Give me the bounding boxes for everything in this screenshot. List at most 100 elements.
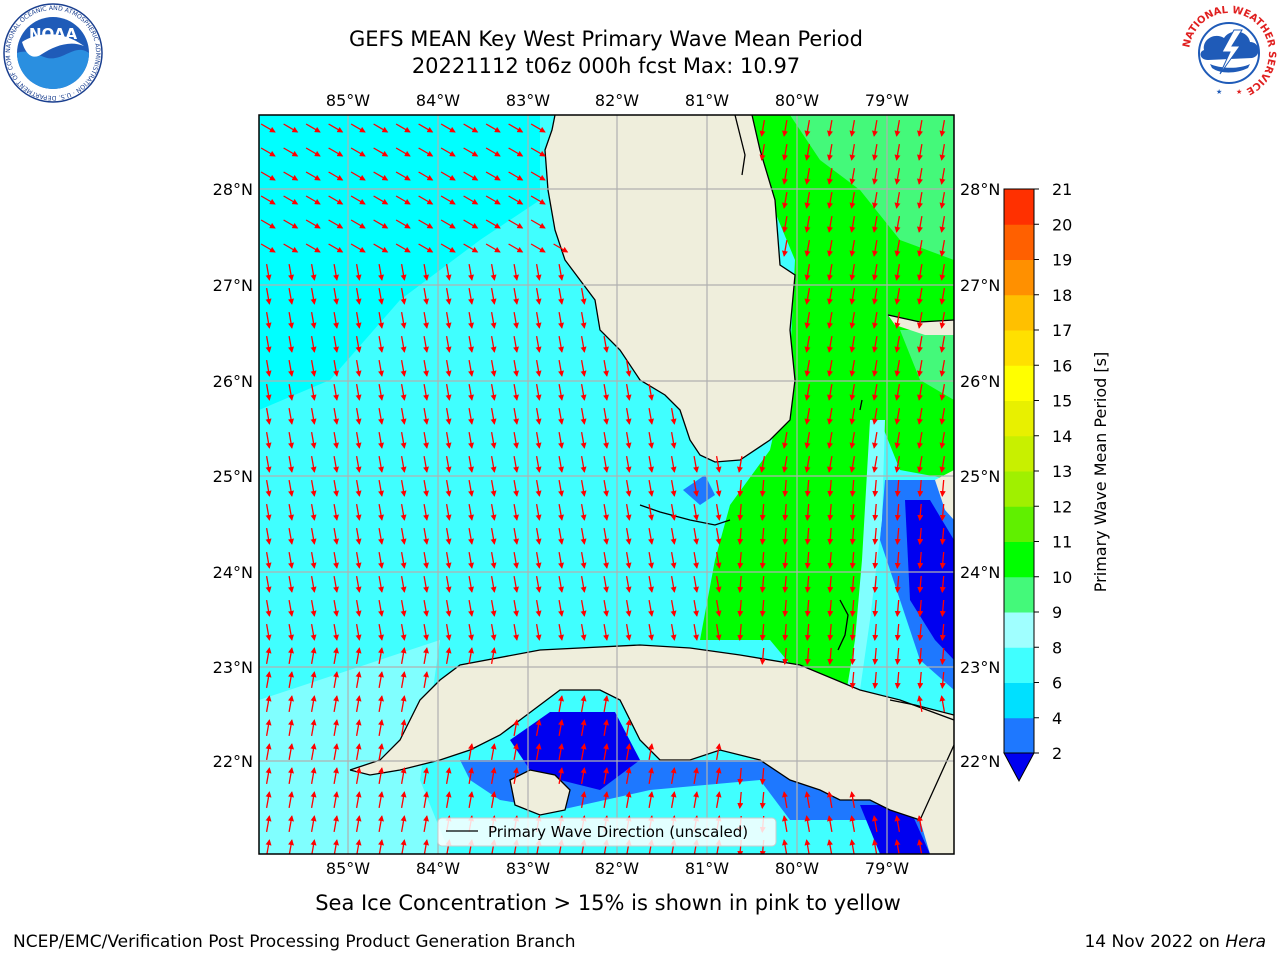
colorbar-segment xyxy=(1004,365,1034,401)
wave-arrow xyxy=(490,335,497,353)
wave-arrow xyxy=(715,455,722,473)
wave-arrow xyxy=(378,815,384,833)
wave-arrow xyxy=(872,647,879,665)
wave-arrow xyxy=(827,191,833,209)
wave-arrow xyxy=(265,599,272,617)
wave-arrow xyxy=(625,455,632,473)
wave-arrow xyxy=(310,455,317,473)
wave-arrow xyxy=(782,239,788,257)
wave-arrow xyxy=(463,123,479,133)
colorbar-segment xyxy=(1004,224,1034,260)
wave-arrow xyxy=(827,479,834,497)
wave-arrow xyxy=(378,479,384,497)
wave-arrow xyxy=(288,695,294,713)
wave-arrow xyxy=(373,243,389,253)
wave-arrow xyxy=(513,311,519,329)
wave-arrow xyxy=(445,263,452,281)
wave-arrow xyxy=(849,119,856,137)
wave-arrow xyxy=(894,527,901,545)
wave-arrow xyxy=(693,623,699,641)
wave-arrow xyxy=(485,219,501,229)
wave-arrow xyxy=(558,359,564,377)
wave-arrow xyxy=(827,455,833,473)
wave-arrow xyxy=(917,599,924,617)
wave-arrow xyxy=(530,171,546,181)
wave-arrow xyxy=(400,767,407,785)
wave-arrow xyxy=(395,195,411,205)
wave-arrow xyxy=(328,219,344,229)
wave-arrow xyxy=(872,215,878,233)
wave-arrow xyxy=(468,575,474,593)
wave-arrow xyxy=(759,767,766,785)
wave-arrow xyxy=(310,287,317,305)
wave-arrow xyxy=(260,147,276,157)
colorbar-tick-label: 6 xyxy=(1052,674,1062,693)
wave-arrow xyxy=(804,311,811,329)
nws-star-icon: ★ xyxy=(1236,88,1242,96)
wave-arrow xyxy=(400,287,407,305)
wave-arrow xyxy=(693,527,699,545)
wave-arrow xyxy=(400,551,407,569)
wave-arrow xyxy=(490,287,497,305)
wave-arrow xyxy=(513,263,519,281)
wave-arrow xyxy=(468,479,474,497)
wave-arrow xyxy=(423,815,429,833)
wave-arrow xyxy=(625,551,632,569)
wave-arrow xyxy=(939,143,946,161)
wave-arrow xyxy=(350,147,366,157)
wave-arrow xyxy=(418,195,434,205)
wave-arrow xyxy=(265,479,272,497)
bahamas-land xyxy=(890,700,954,740)
wave-arrow xyxy=(355,647,362,665)
wave-arrow xyxy=(260,171,276,181)
wave-arrow xyxy=(894,167,901,185)
wave-arrow xyxy=(490,431,497,449)
wave-arrow xyxy=(558,719,564,737)
wave-arrow xyxy=(423,359,429,377)
wave-arrow xyxy=(400,431,407,449)
wave-arrow xyxy=(849,815,856,833)
wave-arrow xyxy=(355,311,362,329)
wave-arrow xyxy=(333,743,339,761)
wave-arrow xyxy=(378,551,384,569)
wave-arrow xyxy=(333,719,339,737)
wave-arrow xyxy=(378,407,384,425)
wave-arrow xyxy=(625,767,632,785)
wave-arrow xyxy=(288,407,294,425)
wave-arrow xyxy=(535,503,542,521)
wave-arrow xyxy=(558,767,564,785)
wave-arrow xyxy=(580,743,587,761)
wave-arrow xyxy=(513,767,519,785)
wave-arrow xyxy=(759,647,766,665)
wave-arrow xyxy=(328,243,344,253)
colorbar-tick-label: 4 xyxy=(1052,709,1062,728)
wave-arrow xyxy=(894,119,901,137)
wave-arrow xyxy=(625,431,632,449)
wave-arrow xyxy=(288,599,294,617)
wave-arrow xyxy=(350,219,366,229)
lon-tick-label: 79°W xyxy=(865,859,909,878)
wave-arrow xyxy=(580,767,587,785)
wave-arrow xyxy=(400,455,407,473)
wave-arrow xyxy=(378,383,384,401)
wave-arrow xyxy=(782,791,788,809)
wave-arrow xyxy=(445,623,452,641)
wave-arrow xyxy=(530,123,546,133)
wave-arrow xyxy=(715,527,722,545)
wave-arrow xyxy=(423,599,429,617)
wave-arrow xyxy=(288,791,294,809)
wave-arrow xyxy=(423,767,429,785)
noaa-logo: NATIONAL OCEANIC AND ATMOSPHERIC ADMINIS… xyxy=(2,2,103,103)
wave-arrow xyxy=(715,479,722,497)
wave-arrow xyxy=(804,215,811,233)
wave-arrow xyxy=(423,575,429,593)
wave-arrow xyxy=(445,335,452,353)
wave-arrow xyxy=(288,767,294,785)
wave-arrow xyxy=(333,359,339,377)
wave-arrow xyxy=(490,527,497,545)
lon-tick-label: 82°W xyxy=(595,91,639,110)
wave-arrow xyxy=(759,623,766,641)
wave-arrow xyxy=(265,335,272,353)
wave-arrow xyxy=(849,287,856,305)
wave-arrow xyxy=(580,791,587,809)
